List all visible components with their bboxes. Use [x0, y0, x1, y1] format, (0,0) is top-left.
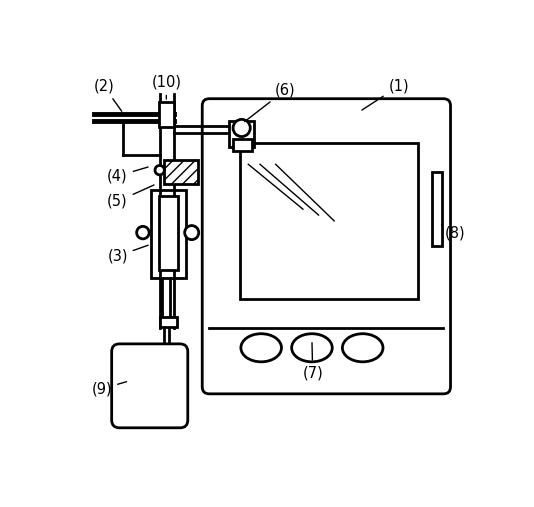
- FancyBboxPatch shape: [112, 344, 188, 428]
- Circle shape: [155, 165, 164, 175]
- Circle shape: [185, 226, 199, 240]
- Ellipse shape: [342, 334, 383, 362]
- Circle shape: [233, 119, 250, 136]
- Bar: [233, 139, 252, 151]
- FancyBboxPatch shape: [202, 99, 451, 394]
- Bar: [164, 160, 198, 184]
- Text: (8): (8): [442, 225, 466, 240]
- Bar: [151, 190, 186, 277]
- Ellipse shape: [241, 334, 281, 362]
- Text: (6): (6): [245, 83, 296, 122]
- Text: (1): (1): [362, 79, 409, 110]
- Bar: [432, 172, 442, 246]
- Bar: [159, 102, 174, 127]
- Ellipse shape: [292, 334, 332, 362]
- Bar: [160, 316, 177, 328]
- Bar: [240, 143, 418, 299]
- Bar: [159, 196, 178, 270]
- Text: (3): (3): [107, 245, 148, 264]
- Bar: [229, 121, 254, 147]
- Text: (10): (10): [151, 75, 182, 99]
- Text: (4): (4): [107, 167, 148, 184]
- Text: (7): (7): [302, 343, 323, 381]
- Text: (2): (2): [93, 79, 122, 111]
- Text: (9): (9): [92, 381, 127, 396]
- Circle shape: [137, 226, 149, 239]
- Text: (5): (5): [107, 185, 154, 209]
